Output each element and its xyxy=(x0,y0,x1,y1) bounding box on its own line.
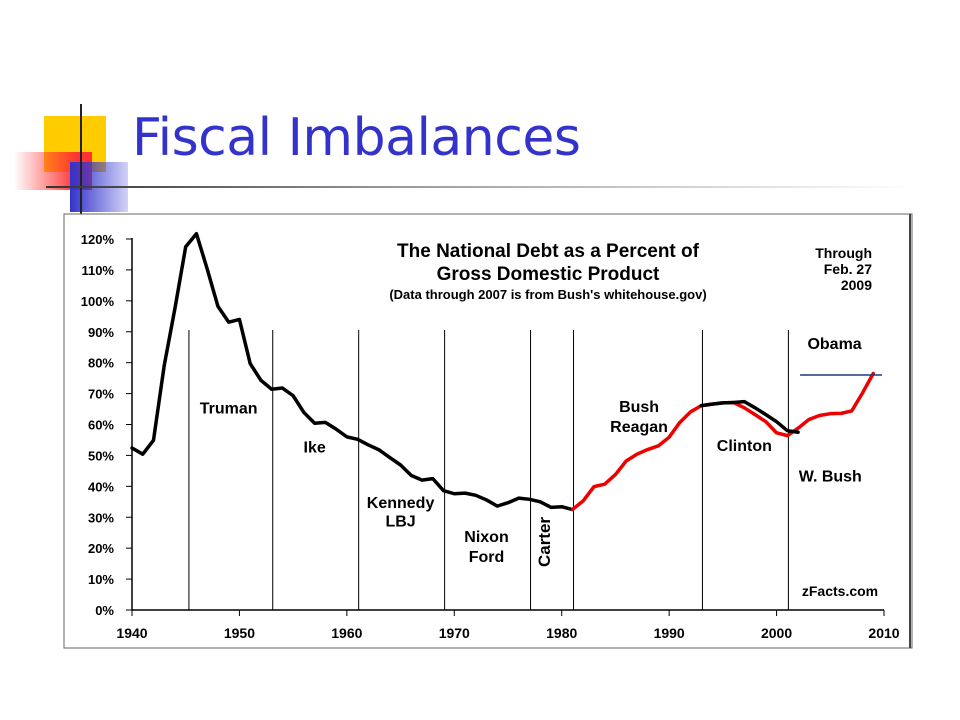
x-tick-labels: 1940 1950 1960 1970 1980 1990 2000 2010 xyxy=(116,610,900,641)
presidency-label-carter: Carter xyxy=(535,517,554,567)
y-tick-label: 10% xyxy=(88,572,114,587)
note-line-1: Through xyxy=(815,245,872,261)
y-tick-label: 120% xyxy=(81,232,115,247)
credit-label: zFacts.com xyxy=(802,583,878,599)
presidency-label: Reagan xyxy=(610,419,668,436)
y-tick-labels: 0% 10% 20% 30% 40% 50% 60% 70% 80% 90% 100% 110% 120… xyxy=(81,232,132,618)
y-tick-label: 20% xyxy=(88,541,114,556)
x-tick-label: 1950 xyxy=(224,625,255,641)
x-tick-label: 1940 xyxy=(116,625,147,641)
presidency-label: Truman xyxy=(200,401,258,418)
presidency-label: Clinton xyxy=(717,438,772,455)
x-tick-label: 1980 xyxy=(546,625,577,641)
y-tick-label: 40% xyxy=(88,479,114,494)
chart-title: The National Debt as a Percent of xyxy=(397,241,700,262)
y-tick-label: 70% xyxy=(88,387,114,402)
presidency-label: Ike xyxy=(304,439,326,456)
presidency-label: Obama xyxy=(807,336,861,353)
chart-frame xyxy=(63,213,913,649)
presidency-label: LBJ xyxy=(385,514,415,531)
x-tick-label: 1960 xyxy=(331,625,362,641)
presidency-label: Ford xyxy=(469,549,505,566)
decor-vertical-rule xyxy=(80,104,82,214)
y-tick-label: 110% xyxy=(81,263,114,278)
x-tick-label: 1990 xyxy=(654,625,685,641)
debt-series-line-0 xyxy=(130,231,575,512)
chart-subtitle: (Data through 2007 is from Bush's whiteh… xyxy=(389,287,706,302)
y-tick-label: 60% xyxy=(88,418,114,433)
x-tick-label: 2000 xyxy=(761,625,792,641)
presidency-label: Bush xyxy=(619,399,659,416)
y-tick-label: 100% xyxy=(81,294,115,309)
y-tick-label: 90% xyxy=(88,325,114,340)
note-line-2: Feb. 27 xyxy=(824,261,872,277)
chart-title-line2: Gross Domestic Product xyxy=(437,264,660,285)
y-tick-label: 0% xyxy=(95,603,114,618)
presidency-boundaries xyxy=(188,330,789,610)
decor-horizontal-rule xyxy=(46,186,916,188)
y-tick-label: 30% xyxy=(88,510,114,525)
presidency-label: Kennedy xyxy=(367,495,435,512)
debt-series-line-2 xyxy=(699,399,800,434)
series-lines xyxy=(130,231,882,512)
slide-title: Fiscal Imbalances xyxy=(132,108,581,168)
note-line-3: 2009 xyxy=(841,277,872,293)
x-tick-label: 1970 xyxy=(439,625,470,641)
y-tick-label: 80% xyxy=(88,356,114,371)
presidency-label: W. Bush xyxy=(799,469,862,486)
presidency-labels: Truman Ike Kennedy LBJ Nixon Ford Bush Reagan Cl… xyxy=(200,336,862,567)
x-tick-label: 2010 xyxy=(868,625,899,641)
y-tick-label: 50% xyxy=(88,448,114,463)
presidency-label: Nixon xyxy=(464,529,508,546)
